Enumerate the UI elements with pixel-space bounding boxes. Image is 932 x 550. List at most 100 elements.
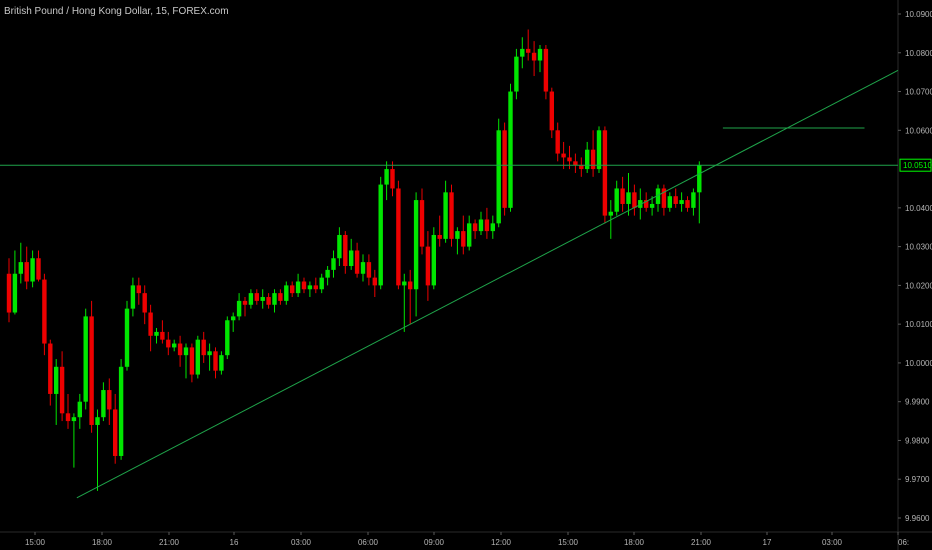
candle-body	[467, 223, 472, 247]
candle-body	[30, 258, 35, 282]
candle-body	[272, 293, 277, 305]
candle-body	[189, 347, 195, 375]
candle-body	[278, 293, 283, 301]
candle-body	[579, 165, 584, 170]
candle-body	[219, 355, 224, 371]
time-tick-label: 18:00	[92, 538, 113, 547]
candle-body	[608, 211, 613, 216]
time-tick-label: 09:00	[424, 538, 445, 547]
candle-body	[366, 262, 372, 278]
candle-body	[154, 331, 159, 336]
candle-body	[124, 308, 130, 367]
candle-body	[661, 188, 667, 208]
candle-body	[6, 273, 12, 313]
candle-body	[343, 234, 348, 266]
candle-body	[573, 161, 578, 166]
candle-body	[195, 339, 200, 375]
candle-body	[48, 343, 53, 394]
candle-body	[443, 192, 448, 239]
candle-body	[360, 262, 366, 274]
time-tick-label: 16	[230, 538, 239, 547]
candle-body	[419, 200, 425, 247]
price-tick-label: 10.0600	[905, 126, 932, 135]
candle-body	[549, 91, 554, 131]
time-tick-label: 21:00	[159, 538, 180, 547]
candle-body	[685, 200, 690, 208]
time-tick-label: 03:00	[291, 538, 312, 547]
candle-body	[290, 285, 295, 294]
candle-body	[478, 219, 484, 232]
candle-body	[413, 200, 419, 290]
candle-body	[425, 246, 431, 286]
price-tick-label: 10.0300	[905, 243, 932, 252]
candle-body	[242, 300, 248, 305]
candle-body	[354, 250, 360, 274]
candle-body	[331, 258, 336, 270]
candle-body	[225, 320, 230, 356]
time-tick-label: 12:00	[491, 538, 512, 547]
candle-body	[614, 188, 619, 212]
candle-body	[673, 196, 678, 204]
candle-body	[496, 130, 501, 224]
candle-body	[71, 417, 77, 422]
candle-body	[260, 297, 265, 301]
candle-body	[455, 231, 460, 239]
candle-body	[531, 52, 537, 61]
price-tick-label: 9.9600	[905, 514, 930, 523]
candle-body	[236, 300, 242, 317]
candle-body	[248, 293, 254, 305]
candle-body	[325, 269, 330, 278]
price-tick-label: 10.0700	[905, 88, 932, 97]
candle-body	[231, 316, 236, 321]
price-tick-label: 9.9900	[905, 398, 930, 407]
candle-body	[177, 343, 183, 356]
candle-body	[402, 281, 407, 286]
candle-body	[502, 130, 507, 208]
candle-body	[649, 203, 655, 208]
candle-body	[337, 234, 342, 259]
candle-body	[514, 56, 519, 92]
candle-body	[372, 277, 377, 286]
candle-body	[390, 169, 395, 189]
candle-body	[95, 417, 100, 425]
time-tick-label: 18:00	[624, 538, 645, 547]
candle-body	[449, 192, 454, 239]
candle-body	[590, 149, 596, 170]
candle-body	[490, 223, 495, 232]
candle-body	[307, 285, 313, 290]
price-tick-label: 10.0900	[905, 10, 932, 19]
candle-body	[408, 281, 413, 290]
price-tick-label: 10.0000	[905, 359, 932, 368]
price-tick-label: 10.0400	[905, 204, 932, 213]
candle-body	[18, 262, 23, 274]
candle-body	[543, 48, 549, 92]
candle-body	[537, 48, 543, 61]
candle-body	[567, 157, 572, 162]
candle-body	[461, 231, 466, 247]
time-tick-label: 17	[763, 538, 772, 547]
candle-body	[201, 339, 206, 356]
candle-body	[301, 281, 307, 290]
candle-body	[667, 196, 672, 208]
price-tick-label: 10.0800	[905, 49, 932, 58]
candle-body	[254, 293, 259, 301]
candle-body	[620, 188, 625, 204]
candle-body	[526, 48, 531, 53]
candle-body	[12, 273, 18, 313]
price-tick-label: 9.9800	[905, 436, 930, 445]
candle-body	[655, 188, 661, 204]
candle-body	[596, 130, 602, 170]
candle-body	[602, 130, 608, 216]
candle-body	[644, 200, 649, 208]
candle-body	[89, 316, 94, 425]
candle-body	[585, 149, 590, 170]
price-tick-label: 10.0100	[905, 320, 932, 329]
time-tick-label: 06:00	[358, 538, 379, 547]
time-tick-label: 03:00	[822, 538, 843, 547]
candle-body	[378, 184, 383, 286]
candle-body	[349, 250, 354, 266]
candle-body	[384, 169, 389, 185]
candle-body	[36, 258, 41, 280]
candle-body	[77, 401, 82, 418]
